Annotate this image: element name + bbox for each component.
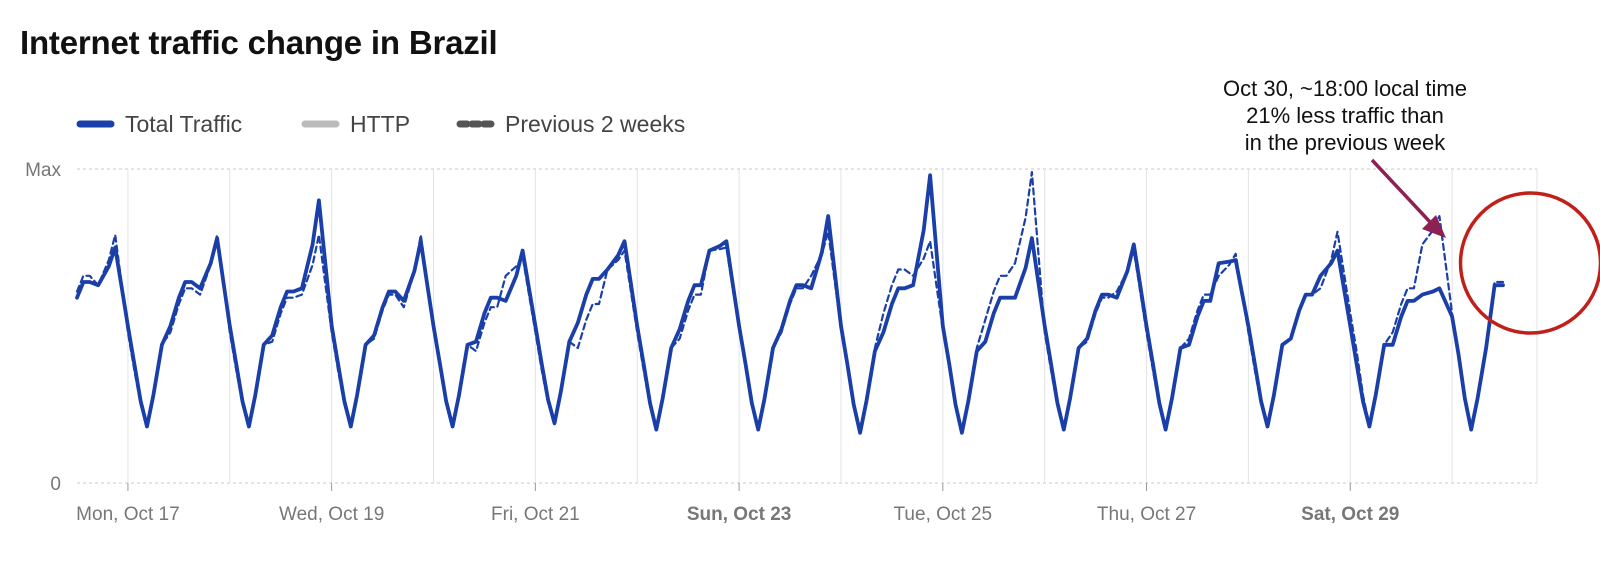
x-tick-label: Tue, Oct 25 bbox=[894, 504, 993, 525]
annotation-text: Oct 30, ~18:00 local time bbox=[1223, 76, 1467, 101]
x-tick-label: Thu, Oct 27 bbox=[1097, 504, 1196, 525]
x-tick-label: Fri, Oct 21 bbox=[491, 504, 580, 525]
annotation-arrow bbox=[1370, 158, 1432, 224]
x-tick-label: Sun, Oct 23 bbox=[687, 504, 792, 525]
legend: Total Traffic HTTP Previous 2 weeks bbox=[76, 111, 685, 137]
x-tick-label: Sat, Oct 29 bbox=[1301, 504, 1399, 525]
x-tick-label: Mon, Oct 17 bbox=[76, 504, 180, 525]
grid bbox=[77, 168, 1538, 484]
legend-label: Previous 2 weeks bbox=[505, 111, 685, 137]
series-previous-2-weeks bbox=[75, 171, 1505, 431]
legend-label: Total Traffic bbox=[125, 111, 242, 137]
annotation-text: 21% less traffic than bbox=[1246, 103, 1444, 128]
chart-title: Internet traffic change in Brazil bbox=[20, 24, 498, 61]
axes: 0 Max Mon, Oct 17 Wed, Oct 19 Fri, Oct 21 Sun… bbox=[25, 160, 1399, 525]
annotation-text: in the previous week bbox=[1245, 130, 1447, 155]
annotation-circle bbox=[1458, 191, 1600, 335]
legend-label: HTTP bbox=[350, 111, 410, 137]
x-tick-label: Wed, Oct 19 bbox=[279, 504, 384, 525]
y-tick-label: 0 bbox=[50, 474, 61, 495]
y-tick-label: Max bbox=[25, 160, 61, 181]
series-layer bbox=[75, 171, 1505, 435]
annotation-arrowhead bbox=[1422, 215, 1446, 238]
